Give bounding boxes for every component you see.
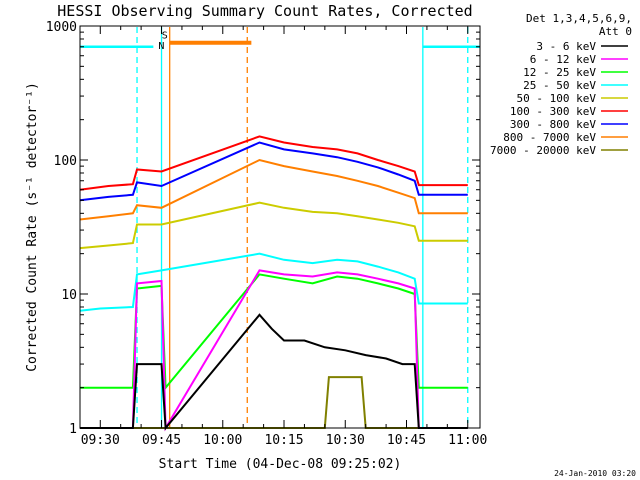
legend-label-7000-20000-kev: 7000 - 20000 keV (490, 144, 596, 157)
x-tick-label-0930: 09:30 (81, 433, 120, 448)
series-line-25-50-kev (79, 252, 468, 312)
legend-label-12-25-kev: 12 - 25 keV (523, 66, 596, 79)
footer-date: 24-Jan-2010 03:20 (554, 469, 636, 478)
series-line-12-25-kev (79, 273, 468, 391)
x-axis-label: Start Time (04-Dec-08 09:25:02) (159, 457, 402, 472)
series-line-800-7000-kev (79, 158, 468, 221)
y-tick-label-10: 10 (61, 288, 77, 303)
series-line-3-6-kev (79, 313, 468, 431)
legend-label-25-50-kev: 25 - 50 keV (523, 79, 596, 92)
x-tick-label-1015: 10:15 (264, 433, 303, 448)
series-line-50-100-kev (79, 201, 468, 250)
x-tick-label-1100: 11:00 (448, 433, 487, 448)
y-tick-label-1000: 1000 (46, 20, 77, 35)
x-tick-label-1000: 10:00 (203, 433, 242, 448)
flag-label-n: N (158, 41, 164, 52)
x-tick-label-1030: 10:30 (326, 433, 365, 448)
legend-label-6-12-kev: 6 - 12 keV (530, 53, 597, 66)
legend-label-100-300-kev: 100 - 300 keV (510, 105, 596, 118)
series-line-100-300-kev (79, 135, 468, 191)
x-tick-label-0945: 09:45 (142, 433, 181, 448)
axes: 1 10 100 1000 09:30 09:45 10:00 10:15 10:30 10:45… (46, 20, 488, 448)
y-tick-label-100: 100 (54, 154, 77, 169)
legend-header-line-2: Att 0 (599, 25, 632, 38)
y-tick-label-1: 1 (69, 422, 77, 437)
chart-title: HESSI Observing Summary Count Rates, Cor… (57, 2, 472, 20)
legend-label-3-6-kev: 3 - 6 keV (536, 40, 596, 53)
y-axis-label: Corrected Count Rate (s⁻¹ detector⁻¹) (25, 82, 40, 372)
flag-label-s: S (162, 31, 168, 42)
legend-label-800-7000-kev: 800 - 7000 keV (503, 131, 596, 144)
legend-header-line-1: Det 1,3,4,5,6,9, (526, 12, 632, 25)
series-line-6-12-kev (79, 269, 468, 432)
series-line-300-800-kev (79, 141, 468, 202)
series-line-7000-20000-kev (79, 376, 468, 429)
legend-label-50-100-kev: 50 - 100 keV (517, 92, 597, 105)
legend-label-300-800-kev: 300 - 800 keV (510, 118, 596, 131)
x-tick-label-1045: 10:45 (387, 433, 426, 448)
plot-frame (79, 25, 481, 429)
